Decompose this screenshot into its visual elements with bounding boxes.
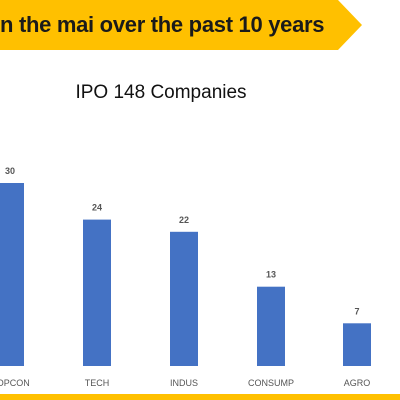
data-label-indus: 22 (179, 215, 189, 225)
header-banner: n the mai over the past 10 years (0, 0, 400, 50)
category-label-ropcon: ROPCON (0, 378, 30, 388)
data-label-consump: 13 (266, 270, 276, 280)
bar-ropcon (0, 183, 24, 366)
data-label-agro: 7 (354, 306, 359, 316)
data-label-tech: 24 (92, 203, 102, 213)
bar-agro (343, 323, 371, 366)
data-label-ropcon: 30 (5, 166, 15, 176)
category-label-consump: CONSUMP (248, 378, 294, 388)
banner-arrow-shape (0, 0, 362, 50)
chart-title: IPO 148 Companies (75, 82, 247, 103)
bar-consump (257, 286, 285, 366)
banner-title: n the mai over the past 10 years (0, 12, 325, 37)
bar-tech (83, 219, 111, 366)
category-label-tech: TECH (85, 378, 110, 388)
category-label-agro: AGRO (344, 378, 371, 388)
bar-indus (170, 231, 198, 366)
footer-bar (0, 394, 400, 400)
category-label-indus: INDUS (170, 378, 198, 388)
